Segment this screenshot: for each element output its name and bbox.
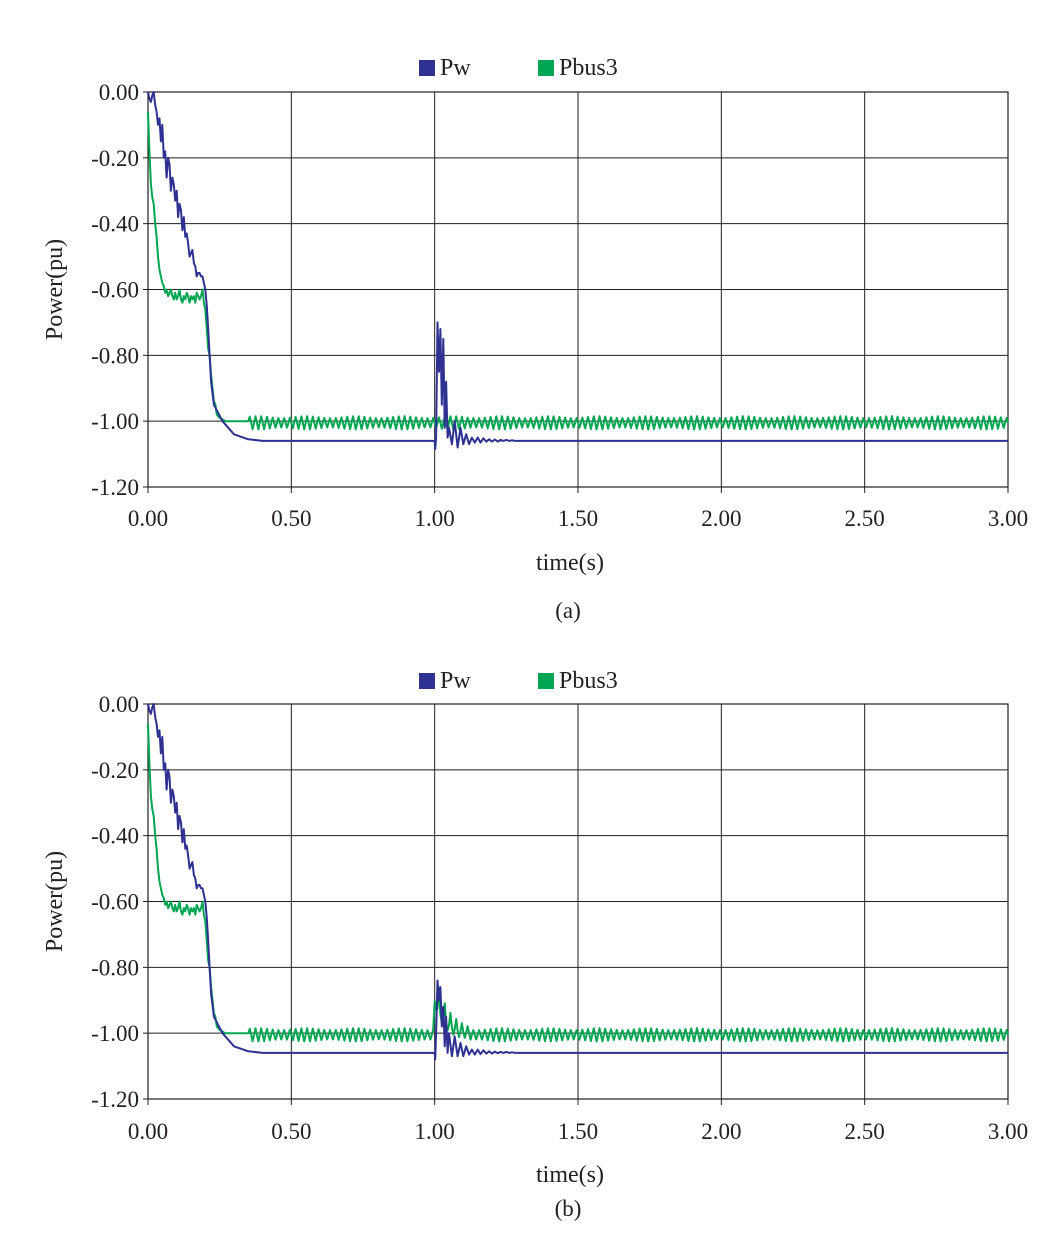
- series-line-pbus3: [147, 111, 1009, 431]
- y-tick-label: -1.00: [91, 1021, 139, 1046]
- panel-caption: (b): [555, 1196, 582, 1221]
- y-tick-label: 0.00: [99, 692, 139, 717]
- x-tick-label: 2.00: [701, 506, 741, 531]
- series-line-pw: [147, 703, 1008, 1061]
- y-tick-label: -1.20: [91, 475, 139, 500]
- x-tick-label: 2.00: [701, 1119, 741, 1144]
- x-tick-label: 3.00: [988, 1119, 1028, 1144]
- y-tick-label: -0.40: [91, 824, 139, 849]
- x-axis-label: time(s): [536, 1162, 604, 1188]
- legend-swatch-pw: [419, 60, 435, 76]
- x-tick-label: 2.50: [845, 1119, 885, 1144]
- series-line-pbus3: [147, 723, 1009, 1043]
- x-tick-label: 1.50: [558, 506, 598, 531]
- y-tick-label: -0.20: [91, 146, 139, 171]
- legend-label-pw: Pw: [440, 668, 471, 694]
- y-tick-label: -1.20: [91, 1087, 139, 1112]
- legend-label-pw: Pw: [440, 55, 471, 81]
- legend-label-pbus3: Pbus3: [559, 55, 618, 81]
- chart-panel-b: 0.00 0.50 1.00 1.50 2.00 2.50 3.00 0.00 -0.20 -0.…: [42, 668, 1028, 1221]
- x-tick-label: 0.50: [271, 1119, 311, 1144]
- series-line-pw: [147, 91, 1008, 451]
- y-tick-label: -0.80: [91, 955, 139, 980]
- x-tick-label: 1.50: [558, 1119, 598, 1144]
- x-tick-label: 0.00: [128, 1119, 168, 1144]
- legend-swatch-pbus3: [538, 673, 554, 689]
- y-tick-label: -0.80: [91, 343, 139, 368]
- x-tick-label: 1.00: [415, 506, 455, 531]
- panel-caption: (a): [555, 598, 581, 623]
- y-axis-label: Power(pu): [42, 239, 68, 340]
- x-tick-label: 0.50: [271, 506, 311, 531]
- legend-label-pbus3: Pbus3: [559, 668, 618, 694]
- x-tick-label: 0.00: [128, 506, 168, 531]
- x-tick-label: 2.50: [845, 506, 885, 531]
- x-tick-label: 3.00: [988, 506, 1028, 531]
- y-tick-label: 0.00: [99, 80, 139, 105]
- y-tick-label: -0.60: [91, 890, 139, 915]
- y-tick-label: -0.60: [91, 278, 139, 303]
- y-tick-label: -1.00: [91, 409, 139, 434]
- y-tick-label: -0.20: [91, 758, 139, 783]
- x-axis-label: time(s): [536, 550, 604, 576]
- y-tick-label: -0.40: [91, 212, 139, 237]
- legend-swatch-pbus3: [538, 60, 554, 76]
- legend-swatch-pw: [419, 673, 435, 689]
- y-axis-label: Power(pu): [42, 851, 68, 952]
- x-tick-label: 1.00: [415, 1119, 455, 1144]
- chart-panel-a: 0.00 0.50 1.00 1.50 2.00 2.50 3.00 0.00 -0.20 -0.…: [42, 55, 1028, 623]
